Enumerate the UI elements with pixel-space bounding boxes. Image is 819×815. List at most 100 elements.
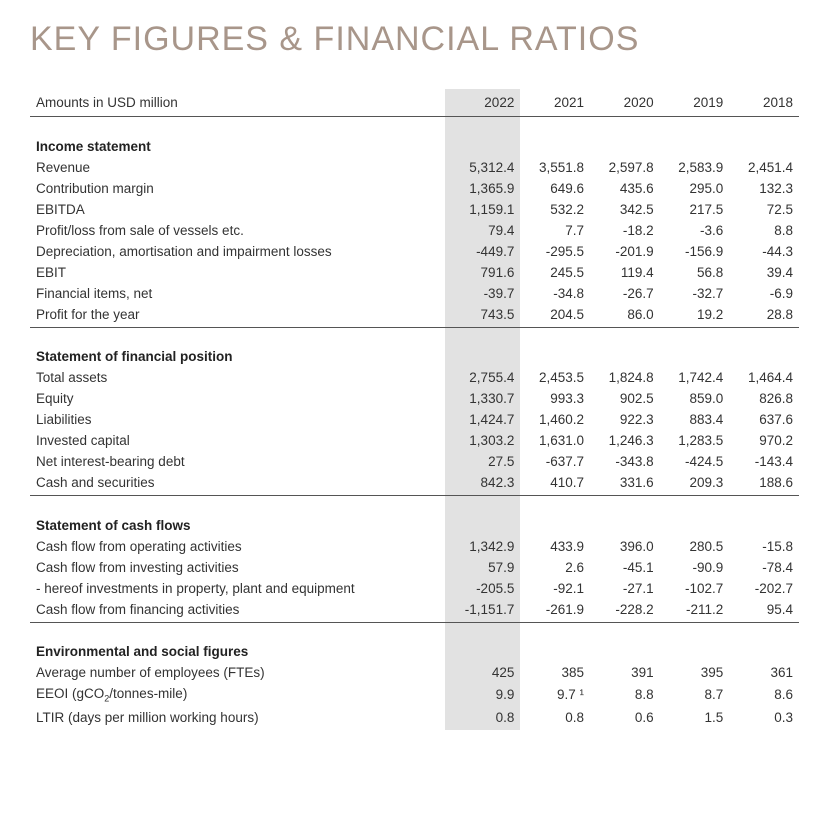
table-row: Equity1,330.7993.3902.5859.0826.8 (30, 388, 799, 409)
table-row: Financial items, net-39.7-34.8-26.7-32.7… (30, 283, 799, 304)
table-row: Average number of employees (FTEs)425385… (30, 662, 799, 683)
row-value: 72.5 (729, 199, 799, 220)
row-value: 79.4 (445, 220, 520, 241)
table-row: Cash flow from financing activities-1,15… (30, 599, 799, 623)
row-value: 2,453.5 (520, 367, 590, 388)
row-value: -202.7 (729, 578, 799, 599)
section-header: Statement of cash flows (30, 500, 799, 536)
row-value: -156.9 (660, 241, 730, 262)
table-body: Income statementRevenue5,312.43,551.82,5… (30, 117, 799, 730)
row-label: Total assets (30, 367, 445, 388)
section-title: Income statement (30, 121, 445, 157)
row-value: 3,551.8 (520, 157, 590, 178)
table-row: EBITDA1,159.1532.2342.5217.572.5 (30, 199, 799, 220)
row-label: Revenue (30, 157, 445, 178)
header-currency-note: Amounts in USD million (30, 89, 445, 117)
row-value: -15.8 (729, 536, 799, 557)
row-value: 86.0 (590, 304, 660, 328)
table-row: Profit for the year743.5204.586.019.228.… (30, 304, 799, 328)
row-value: 2,597.8 (590, 157, 660, 178)
table-row: EBIT791.6245.5119.456.839.4 (30, 262, 799, 283)
row-value: -1,151.7 (445, 599, 520, 623)
row-label: Cash and securities (30, 472, 445, 496)
row-value: -90.9 (660, 557, 730, 578)
table-row: Revenue5,312.43,551.82,597.82,583.92,451… (30, 157, 799, 178)
row-value: 1,460.2 (520, 409, 590, 430)
row-value: 637.6 (729, 409, 799, 430)
table-row: Cash flow from operating activities1,342… (30, 536, 799, 557)
row-label: Liabilities (30, 409, 445, 430)
table-row: Liabilities1,424.71,460.2922.3883.4637.6 (30, 409, 799, 430)
row-value: 57.9 (445, 557, 520, 578)
row-value: 385 (520, 662, 590, 683)
table-row: Depreciation, amortisation and impairmen… (30, 241, 799, 262)
row-value: -424.5 (660, 451, 730, 472)
header-year-4: 2018 (729, 89, 799, 117)
row-value: 859.0 (660, 388, 730, 409)
row-value: 0.6 (590, 707, 660, 730)
row-value: 1,246.3 (590, 430, 660, 451)
row-value: 826.8 (729, 388, 799, 409)
section-header: Statement of financial position (30, 331, 799, 367)
row-value: 842.3 (445, 472, 520, 496)
row-value: -26.7 (590, 283, 660, 304)
row-value: 8.8 (590, 683, 660, 707)
row-value: 2,755.4 (445, 367, 520, 388)
row-value: 39.4 (729, 262, 799, 283)
row-label: - hereof investments in property, plant … (30, 578, 445, 599)
row-value: 425 (445, 662, 520, 683)
page-title: KEY FIGURES & FINANCIAL RATIOS (30, 20, 799, 59)
row-value: 922.3 (590, 409, 660, 430)
row-value: 217.5 (660, 199, 730, 220)
row-value: 1,742.4 (660, 367, 730, 388)
row-label: Invested capital (30, 430, 445, 451)
row-value: 970.2 (729, 430, 799, 451)
row-value: 9.7 ¹ (520, 683, 590, 707)
table-row: Invested capital1,303.21,631.01,246.31,2… (30, 430, 799, 451)
header-year-1: 2021 (520, 89, 590, 117)
row-value: -44.3 (729, 241, 799, 262)
row-value: 1,330.7 (445, 388, 520, 409)
row-value: -295.5 (520, 241, 590, 262)
row-value: 27.5 (445, 451, 520, 472)
row-label: LTIR (days per million working hours) (30, 707, 445, 730)
row-label: EBIT (30, 262, 445, 283)
financial-table: Amounts in USD million 2022 2021 2020 20… (30, 89, 799, 730)
row-value: 28.8 (729, 304, 799, 328)
row-value: 1,303.2 (445, 430, 520, 451)
row-value: -261.9 (520, 599, 590, 623)
table-row: Contribution margin1,365.9649.6435.6295.… (30, 178, 799, 199)
row-value: -27.1 (590, 578, 660, 599)
row-value: 245.5 (520, 262, 590, 283)
row-value: -637.7 (520, 451, 590, 472)
row-value: -78.4 (729, 557, 799, 578)
row-value: 395 (660, 662, 730, 683)
row-value: -102.7 (660, 578, 730, 599)
row-value: 0.8 (445, 707, 520, 730)
row-value: 361 (729, 662, 799, 683)
row-label: EEOI (gCO2/tonnes-mile) (30, 683, 445, 707)
table-row: EEOI (gCO2/tonnes-mile)9.99.7 ¹8.88.78.6 (30, 683, 799, 707)
row-value: 435.6 (590, 178, 660, 199)
row-label: Net interest-bearing debt (30, 451, 445, 472)
row-value: 8.7 (660, 683, 730, 707)
row-value: 902.5 (590, 388, 660, 409)
row-value: 119.4 (590, 262, 660, 283)
row-label: Depreciation, amortisation and impairmen… (30, 241, 445, 262)
row-value: 1,464.4 (729, 367, 799, 388)
row-value: 0.8 (520, 707, 590, 730)
row-value: 993.3 (520, 388, 590, 409)
row-value: -92.1 (520, 578, 590, 599)
row-value: 1,424.7 (445, 409, 520, 430)
table-row: Net interest-bearing debt27.5-637.7-343.… (30, 451, 799, 472)
row-value: 1,365.9 (445, 178, 520, 199)
row-value: 396.0 (590, 536, 660, 557)
row-value: -211.2 (660, 599, 730, 623)
row-label: Cash flow from financing activities (30, 599, 445, 623)
section-title: Environmental and social figures (30, 626, 445, 662)
row-label: Cash flow from operating activities (30, 536, 445, 557)
section-title: Statement of financial position (30, 331, 445, 367)
row-value: 391 (590, 662, 660, 683)
row-value: 331.6 (590, 472, 660, 496)
row-value: -39.7 (445, 283, 520, 304)
